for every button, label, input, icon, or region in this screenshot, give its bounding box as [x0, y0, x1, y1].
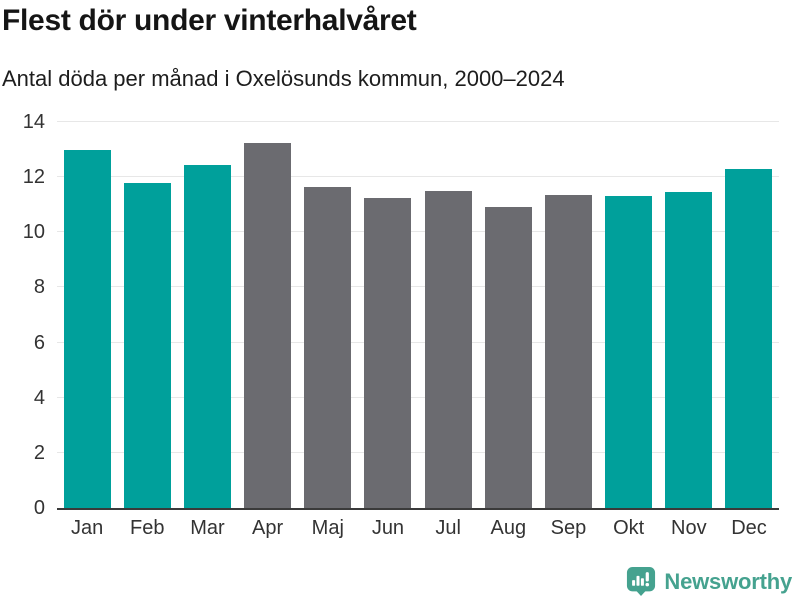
bar-maj: [304, 186, 352, 508]
x-axis-tick-labels: Jan Feb Mar Apr Maj Jun Jul Aug Sep Okt Nov Dec: [57, 517, 779, 540]
bar-slot-okt: [599, 122, 659, 508]
y-tick-label-8: 8: [33, 276, 45, 299]
bar-slot-apr: [238, 122, 298, 508]
bar-slot-nov: [659, 122, 719, 508]
gridline-y-2: [57, 451, 779, 453]
gridline-y-12: [57, 176, 779, 178]
y-tick-label-2: 2: [33, 441, 45, 464]
x-tick-label-maj: Maj: [311, 517, 344, 539]
x-tick-label-okt: Okt: [613, 517, 645, 539]
chart-title: Flest dör under vinterhalvåret: [2, 4, 417, 37]
gridline-y-14: [57, 121, 779, 122]
y-tick-label-12: 12: [22, 166, 45, 189]
bar-okt: [605, 196, 653, 508]
x-tick-label-apr: Apr: [252, 517, 284, 539]
x-tick-label-jul: Jul: [435, 517, 461, 539]
plot-area: [57, 121, 779, 510]
bar-series: [57, 122, 779, 508]
bar-sep: [544, 195, 592, 508]
x-tick-label-sep: Sep: [550, 517, 587, 539]
bar-feb: [123, 182, 171, 508]
newsworthy-logo-text: Newsworthy: [664, 568, 792, 594]
bar-slot-jan: [57, 122, 117, 508]
gridline-y-6: [57, 341, 779, 343]
bar-dec: [725, 168, 773, 508]
bar-apr: [244, 142, 292, 508]
bar-slot-sep: [538, 122, 598, 508]
bar-jan: [63, 149, 111, 508]
bar-slot-mar: [177, 122, 237, 508]
gridline-y-10: [57, 231, 779, 233]
y-axis-tick-labels: 0 2 4 6 8 10 12 14: [0, 111, 45, 519]
x-tick-label-nov: Nov: [671, 517, 707, 539]
y-tick-label-10: 10: [22, 221, 45, 244]
chart-subtitle: Antal döda per månad i Oxelösunds kommun…: [2, 66, 565, 91]
x-tick-label-jan: Jan: [70, 517, 104, 539]
bar-slot-feb: [117, 122, 177, 508]
bar-jun: [364, 197, 412, 508]
y-tick-label-0: 0: [33, 497, 45, 519]
bar-aug: [484, 207, 532, 508]
x-tick-label-feb: Feb: [130, 517, 165, 539]
bar-jul: [424, 190, 472, 508]
x-tick-label-dec: Dec: [731, 517, 767, 539]
y-tick-label-14: 14: [22, 111, 45, 133]
bar-slot-jul: [418, 122, 478, 508]
bar-slot-maj: [298, 122, 358, 508]
bar-slot-aug: [478, 122, 538, 508]
y-tick-label-4: 4: [33, 386, 45, 409]
bar-mar: [183, 164, 231, 508]
gridline-y-8: [57, 286, 779, 288]
x-tick-label-jun: Jun: [371, 517, 405, 539]
bar-slot-jun: [358, 122, 418, 508]
gridline-y-4: [57, 396, 779, 398]
x-tick-label-aug: Aug: [490, 517, 527, 539]
x-tick-label-mar: Mar: [190, 517, 225, 539]
newsworthy-speech-bubble-bar-chart-icon: [626, 566, 656, 597]
y-tick-label-6: 6: [33, 331, 45, 354]
newsworthy-logo: Newsworthy: [626, 566, 792, 597]
bar-slot-dec: [719, 122, 779, 508]
bar-nov: [665, 192, 713, 508]
